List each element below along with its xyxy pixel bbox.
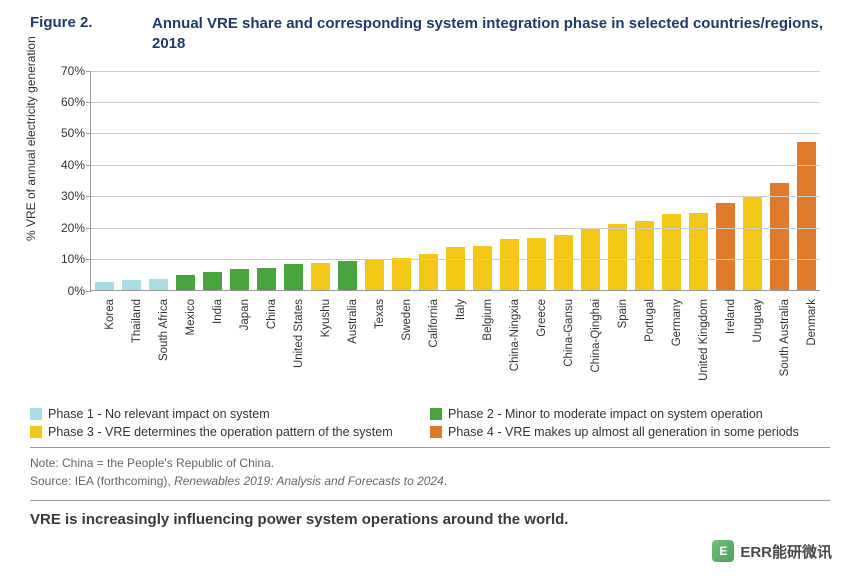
x-tick-label: China <box>266 299 278 329</box>
figure-header: Figure 2. Annual VRE share and correspon… <box>30 14 830 55</box>
bar <box>716 203 734 289</box>
divider <box>30 447 830 448</box>
bar <box>743 197 761 289</box>
divider <box>30 500 830 501</box>
x-tick-label: Belgium <box>482 299 494 341</box>
bar <box>284 264 302 289</box>
x-tick-label: Japan <box>239 299 251 330</box>
legend-label: Phase 2 - Minor to moderate impact on sy… <box>448 407 763 421</box>
legend-swatch <box>430 426 442 438</box>
y-axis-label: % VRE of annual electricity generation <box>24 36 38 241</box>
legend-label: Phase 3 - VRE determines the operation p… <box>48 425 393 439</box>
x-tick-label: Texas <box>374 299 386 329</box>
bar <box>311 263 329 290</box>
x-tick-label: China-Qinghai <box>590 299 602 373</box>
legend-item: Phase 2 - Minor to moderate impact on sy… <box>430 407 830 421</box>
bar <box>176 275 194 289</box>
y-tick-label: 20% <box>45 221 85 235</box>
legend-swatch <box>430 408 442 420</box>
bar <box>635 221 653 290</box>
x-tick-label: Denmark <box>806 299 818 346</box>
watermark: E ERR能研微讯 <box>712 540 832 562</box>
y-tick-label: 30% <box>45 189 85 203</box>
bar <box>149 279 167 290</box>
x-tick-label: Australia <box>347 299 359 344</box>
x-tick-label: Thailand <box>131 299 143 343</box>
bar <box>770 183 788 289</box>
x-tick-label: United States <box>293 299 305 368</box>
legend-swatch <box>30 426 42 438</box>
legend-label: Phase 1 - No relevant impact on system <box>48 407 270 421</box>
x-tick-label: China-Ningxia <box>509 299 521 371</box>
bar <box>365 260 383 290</box>
bar <box>500 239 518 289</box>
bar <box>338 261 356 289</box>
x-tick-label: Kyushu <box>320 299 332 337</box>
bar <box>608 224 626 290</box>
source-text: Source: IEA (forthcoming), Renewables 20… <box>30 472 830 490</box>
x-tick-label: India <box>212 299 224 324</box>
x-tick-label: Portugal <box>644 299 656 342</box>
x-tick-label: South Australia <box>779 299 791 376</box>
bar <box>446 247 464 289</box>
watermark-icon: E <box>712 540 734 562</box>
bar <box>203 272 221 289</box>
x-tick-label: Sweden <box>401 299 413 341</box>
y-tick-label: 70% <box>45 64 85 78</box>
x-tick-label: China-Gansu <box>563 299 575 367</box>
bar <box>257 268 275 290</box>
legend-item: Phase 3 - VRE determines the operation p… <box>30 425 430 439</box>
y-tick-label: 50% <box>45 126 85 140</box>
bar <box>230 269 248 289</box>
bar <box>122 280 140 289</box>
legend: Phase 1 - No relevant impact on system P… <box>30 407 830 439</box>
x-tick-label: Ireland <box>725 299 737 334</box>
bar <box>392 258 410 289</box>
x-tick-label: Korea <box>104 299 116 330</box>
bar <box>662 214 680 289</box>
y-tick-label: 40% <box>45 158 85 172</box>
bar-chart: % VRE of annual electricity generation 0… <box>30 61 830 401</box>
bar <box>527 238 545 290</box>
note-text: Note: China = the People's Republic of C… <box>30 454 830 472</box>
x-tick-label: Spain <box>617 299 629 328</box>
x-tick-label: United Kingdom <box>698 299 710 381</box>
x-tick-label: Uruguay <box>752 299 764 342</box>
x-tick-label: Germany <box>671 299 683 346</box>
figure-title: Annual VRE share and corresponding syste… <box>152 14 830 55</box>
figure-label: Figure 2. <box>30 14 120 55</box>
bars-container <box>91 71 820 290</box>
legend-label: Phase 4 - VRE makes up almost all genera… <box>448 425 799 439</box>
bar <box>554 235 572 290</box>
legend-swatch <box>30 408 42 420</box>
bar <box>473 246 491 290</box>
bar <box>689 213 707 290</box>
caption-text: VRE is increasingly influencing power sy… <box>30 511 830 528</box>
x-tick-label: Italy <box>455 299 467 320</box>
y-tick-label: 60% <box>45 95 85 109</box>
legend-item: Phase 4 - VRE makes up almost all genera… <box>430 425 830 439</box>
x-tick-label: South Africa <box>158 299 170 361</box>
x-tick-label: California <box>428 299 440 348</box>
x-tick-label: Greece <box>536 299 548 337</box>
y-tick-label: 0% <box>45 284 85 298</box>
y-tick-label: 10% <box>45 252 85 266</box>
plot-area: 0%10%20%30%40%50%60%70% <box>90 71 820 291</box>
x-tick-label: Mexico <box>185 299 197 335</box>
bar <box>95 282 113 290</box>
watermark-text: ERR能研微讯 <box>740 541 832 562</box>
legend-item: Phase 1 - No relevant impact on system <box>30 407 430 421</box>
